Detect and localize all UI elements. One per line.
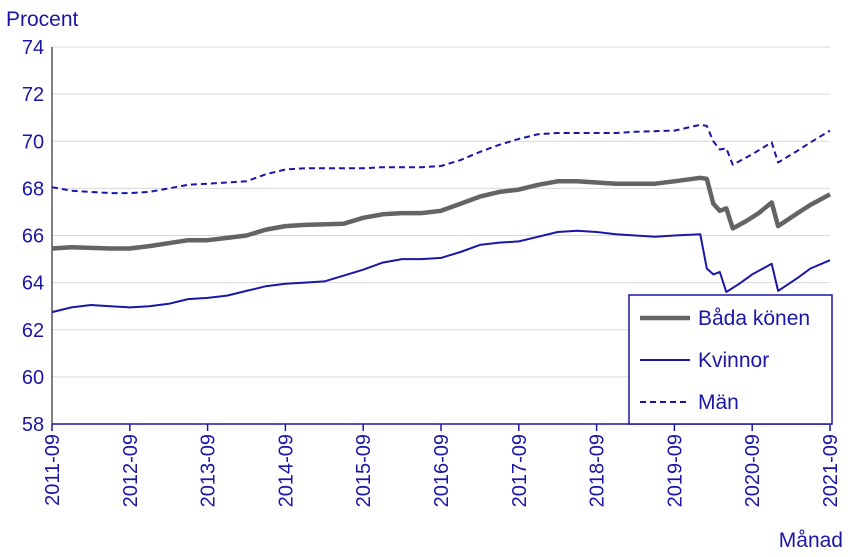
x-tick-label: 2011-09 bbox=[42, 434, 64, 506]
y-axis-ticks: 58 60 62 64 66 68 70 72 74 bbox=[22, 37, 44, 436]
x-tick-label: 2013-09 bbox=[198, 434, 220, 507]
x-tick-label: 2017-09 bbox=[509, 434, 531, 507]
y-tick-label: 60 bbox=[22, 367, 44, 389]
series-line-2 bbox=[51, 229, 831, 314]
series-line-1 bbox=[51, 175, 832, 251]
x-axis: 2011-09 2012-09 2013-09 2014-09 2015-09 2016-… bbox=[42, 47, 842, 507]
y-tick-label: 70 bbox=[22, 131, 44, 153]
y-axis-title: Procent bbox=[6, 8, 79, 31]
x-axis-title: Månad bbox=[779, 529, 843, 552]
x-tick-label: 2021-09 bbox=[820, 434, 842, 507]
legend-label: Kvinnor bbox=[698, 349, 769, 372]
legend-label: Män bbox=[698, 391, 739, 414]
legend: Båda könen Kvinnor Män bbox=[628, 294, 833, 425]
x-tick-label: 2016-09 bbox=[431, 434, 453, 507]
series-line-3 bbox=[51, 123, 831, 195]
y-tick-label: 68 bbox=[22, 178, 44, 200]
series-layer bbox=[51, 123, 832, 314]
x-tick-label: 2018-09 bbox=[587, 434, 609, 507]
x-tick-label: 2015-09 bbox=[353, 434, 375, 507]
y-tick-label: 64 bbox=[22, 273, 44, 295]
y-tick-label: 62 bbox=[22, 320, 44, 342]
y-tick-label: 58 bbox=[22, 414, 44, 436]
y-tick-label: 66 bbox=[22, 226, 44, 248]
x-tick-label: 2019-09 bbox=[664, 434, 686, 507]
y-tick-label: 72 bbox=[22, 84, 44, 106]
legend-label: Båda könen bbox=[698, 307, 810, 330]
x-tick-label: 2012-09 bbox=[120, 434, 142, 507]
x-tick-label: 2020-09 bbox=[742, 434, 764, 507]
gridlines bbox=[52, 46, 830, 378]
x-tick-label: 2014-09 bbox=[275, 434, 297, 507]
y-tick-label: 74 bbox=[22, 37, 44, 59]
